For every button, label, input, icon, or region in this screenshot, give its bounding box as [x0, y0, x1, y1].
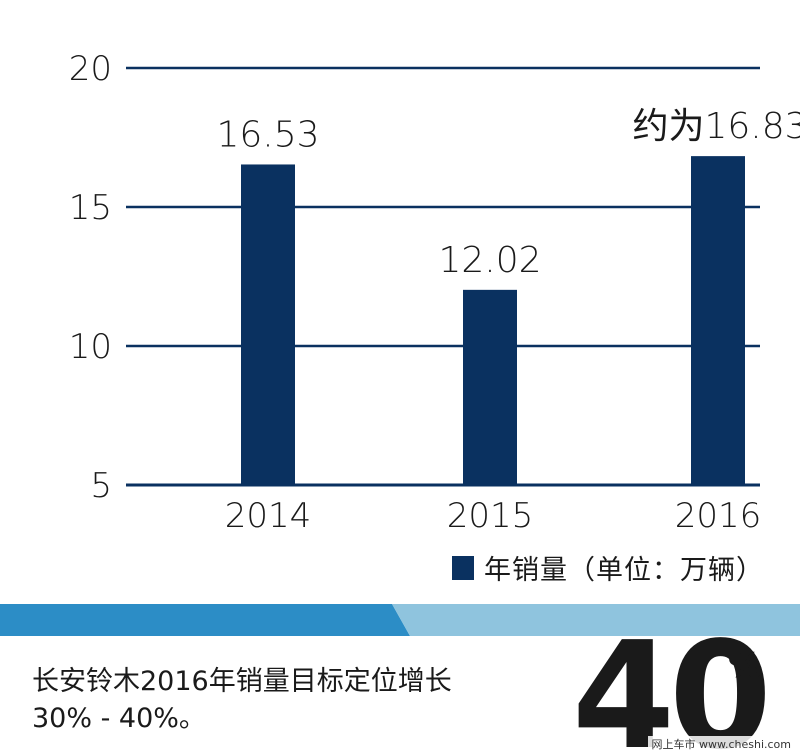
bar-chart: 5 10 15 20 16.53 12.02 约为16.83 2014 2015 2016 [69, 49, 800, 536]
x-tick-label-2015: 2015 [447, 496, 534, 536]
y-tick-label-10: 10 [69, 327, 112, 367]
y-tick-label-20: 20 [69, 49, 112, 89]
watermark: 网上车市 www.cheshi.com [648, 736, 794, 752]
legend: 年销量（单位：万辆） [452, 548, 764, 587]
footer-caption: 长安铃木2016年销量目标定位增长30% - 40%。 [32, 666, 452, 734]
y-tick-label-5: 5 [90, 466, 112, 506]
data-label-2015: 12.02 [438, 240, 541, 281]
band-light-segment [392, 604, 800, 636]
data-label-2016: 约为16.83 [632, 106, 800, 147]
legend-swatch [452, 555, 474, 580]
band-dark-segment [0, 604, 410, 636]
data-label-2014: 16.53 [216, 114, 319, 155]
y-tick-label-15: 15 [69, 188, 112, 228]
data-labels: 16.53 12.02 约为16.83 [216, 106, 800, 281]
bar-2015 [463, 289, 517, 485]
gridlines [126, 66, 760, 487]
x-tick-label-2016: 2016 [675, 496, 762, 536]
x-axis-ticks: 2014 2015 2016 [225, 496, 762, 536]
bars [241, 156, 745, 485]
big-number-wrap: 40 [572, 622, 772, 754]
y-axis-ticks: 5 10 15 20 [69, 49, 112, 506]
bar-2016 [691, 156, 745, 485]
bar-2014 [241, 164, 295, 485]
x-tick-label-2014: 2014 [225, 496, 312, 536]
big-number: 40 [572, 622, 772, 754]
decorative-band [0, 604, 800, 636]
legend-label: 年销量（单位：万辆） [484, 555, 764, 586]
big-number-percent: % [728, 646, 763, 686]
